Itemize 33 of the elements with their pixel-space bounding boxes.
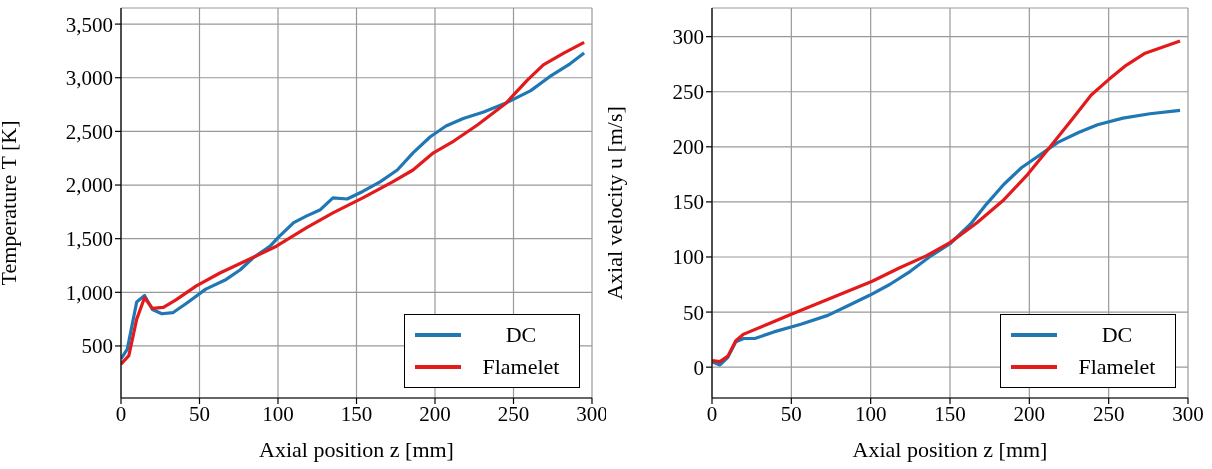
x-tick-label: 100 <box>854 401 887 426</box>
x-tick-label: 50 <box>189 401 210 426</box>
y-tick-label: 3,000 <box>65 66 113 91</box>
legend-label: DC <box>504 322 538 348</box>
y-tick-label: 250 <box>672 80 704 105</box>
legend-label: Flamelet <box>481 354 561 380</box>
y-tick-label: 0 <box>693 355 704 380</box>
y-tick-label: 1,000 <box>65 280 113 305</box>
x-tick-label: 200 <box>419 401 451 426</box>
x-tick-label: 100 <box>262 401 294 426</box>
y-tick-label: 500 <box>81 334 113 359</box>
y-tick-label: 150 <box>672 190 704 215</box>
x-tick-label: 150 <box>340 401 373 426</box>
x-axis-title: Axial position z [mm] <box>259 437 454 462</box>
y-tick-label: 200 <box>672 135 704 160</box>
y-tick-label: 3,500 <box>65 12 113 37</box>
x-tick-label: 200 <box>1013 401 1046 426</box>
y-axis-title: Temperature T [K] <box>0 120 21 286</box>
y-axis-title: Axial velocity u [m/s] <box>601 106 627 300</box>
y-tick-label: 300 <box>672 25 704 50</box>
y-tick-label: 2,500 <box>65 119 113 144</box>
x-axis-title: Axial position z [mm] <box>852 437 1048 462</box>
x-tick-label: 150 <box>934 401 966 426</box>
x-tick-label: 50 <box>780 401 802 426</box>
x-tick-label: 250 <box>497 401 530 426</box>
y-tick-label: 1,500 <box>65 227 113 252</box>
y-tick-label: 100 <box>672 245 704 270</box>
legend-label: Flamelet <box>1077 354 1157 380</box>
x-tick-label: 250 <box>1092 401 1125 426</box>
legend-label: DC <box>1100 322 1134 348</box>
y-tick-label: 2,000 <box>65 173 113 198</box>
x-tick-label: 300 <box>1172 401 1204 426</box>
y-tick-label: 50 <box>683 300 704 325</box>
